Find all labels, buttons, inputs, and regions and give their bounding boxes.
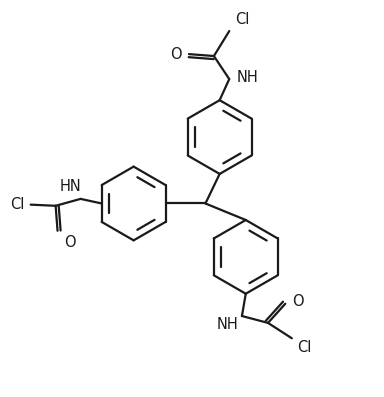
Text: Cl: Cl <box>298 340 312 355</box>
Text: O: O <box>65 235 76 250</box>
Text: NH: NH <box>236 70 258 85</box>
Text: HN: HN <box>60 179 82 194</box>
Text: O: O <box>170 46 182 62</box>
Text: NH: NH <box>216 317 238 332</box>
Text: Cl: Cl <box>235 12 249 27</box>
Text: O: O <box>292 294 304 309</box>
Text: Cl: Cl <box>10 197 25 212</box>
